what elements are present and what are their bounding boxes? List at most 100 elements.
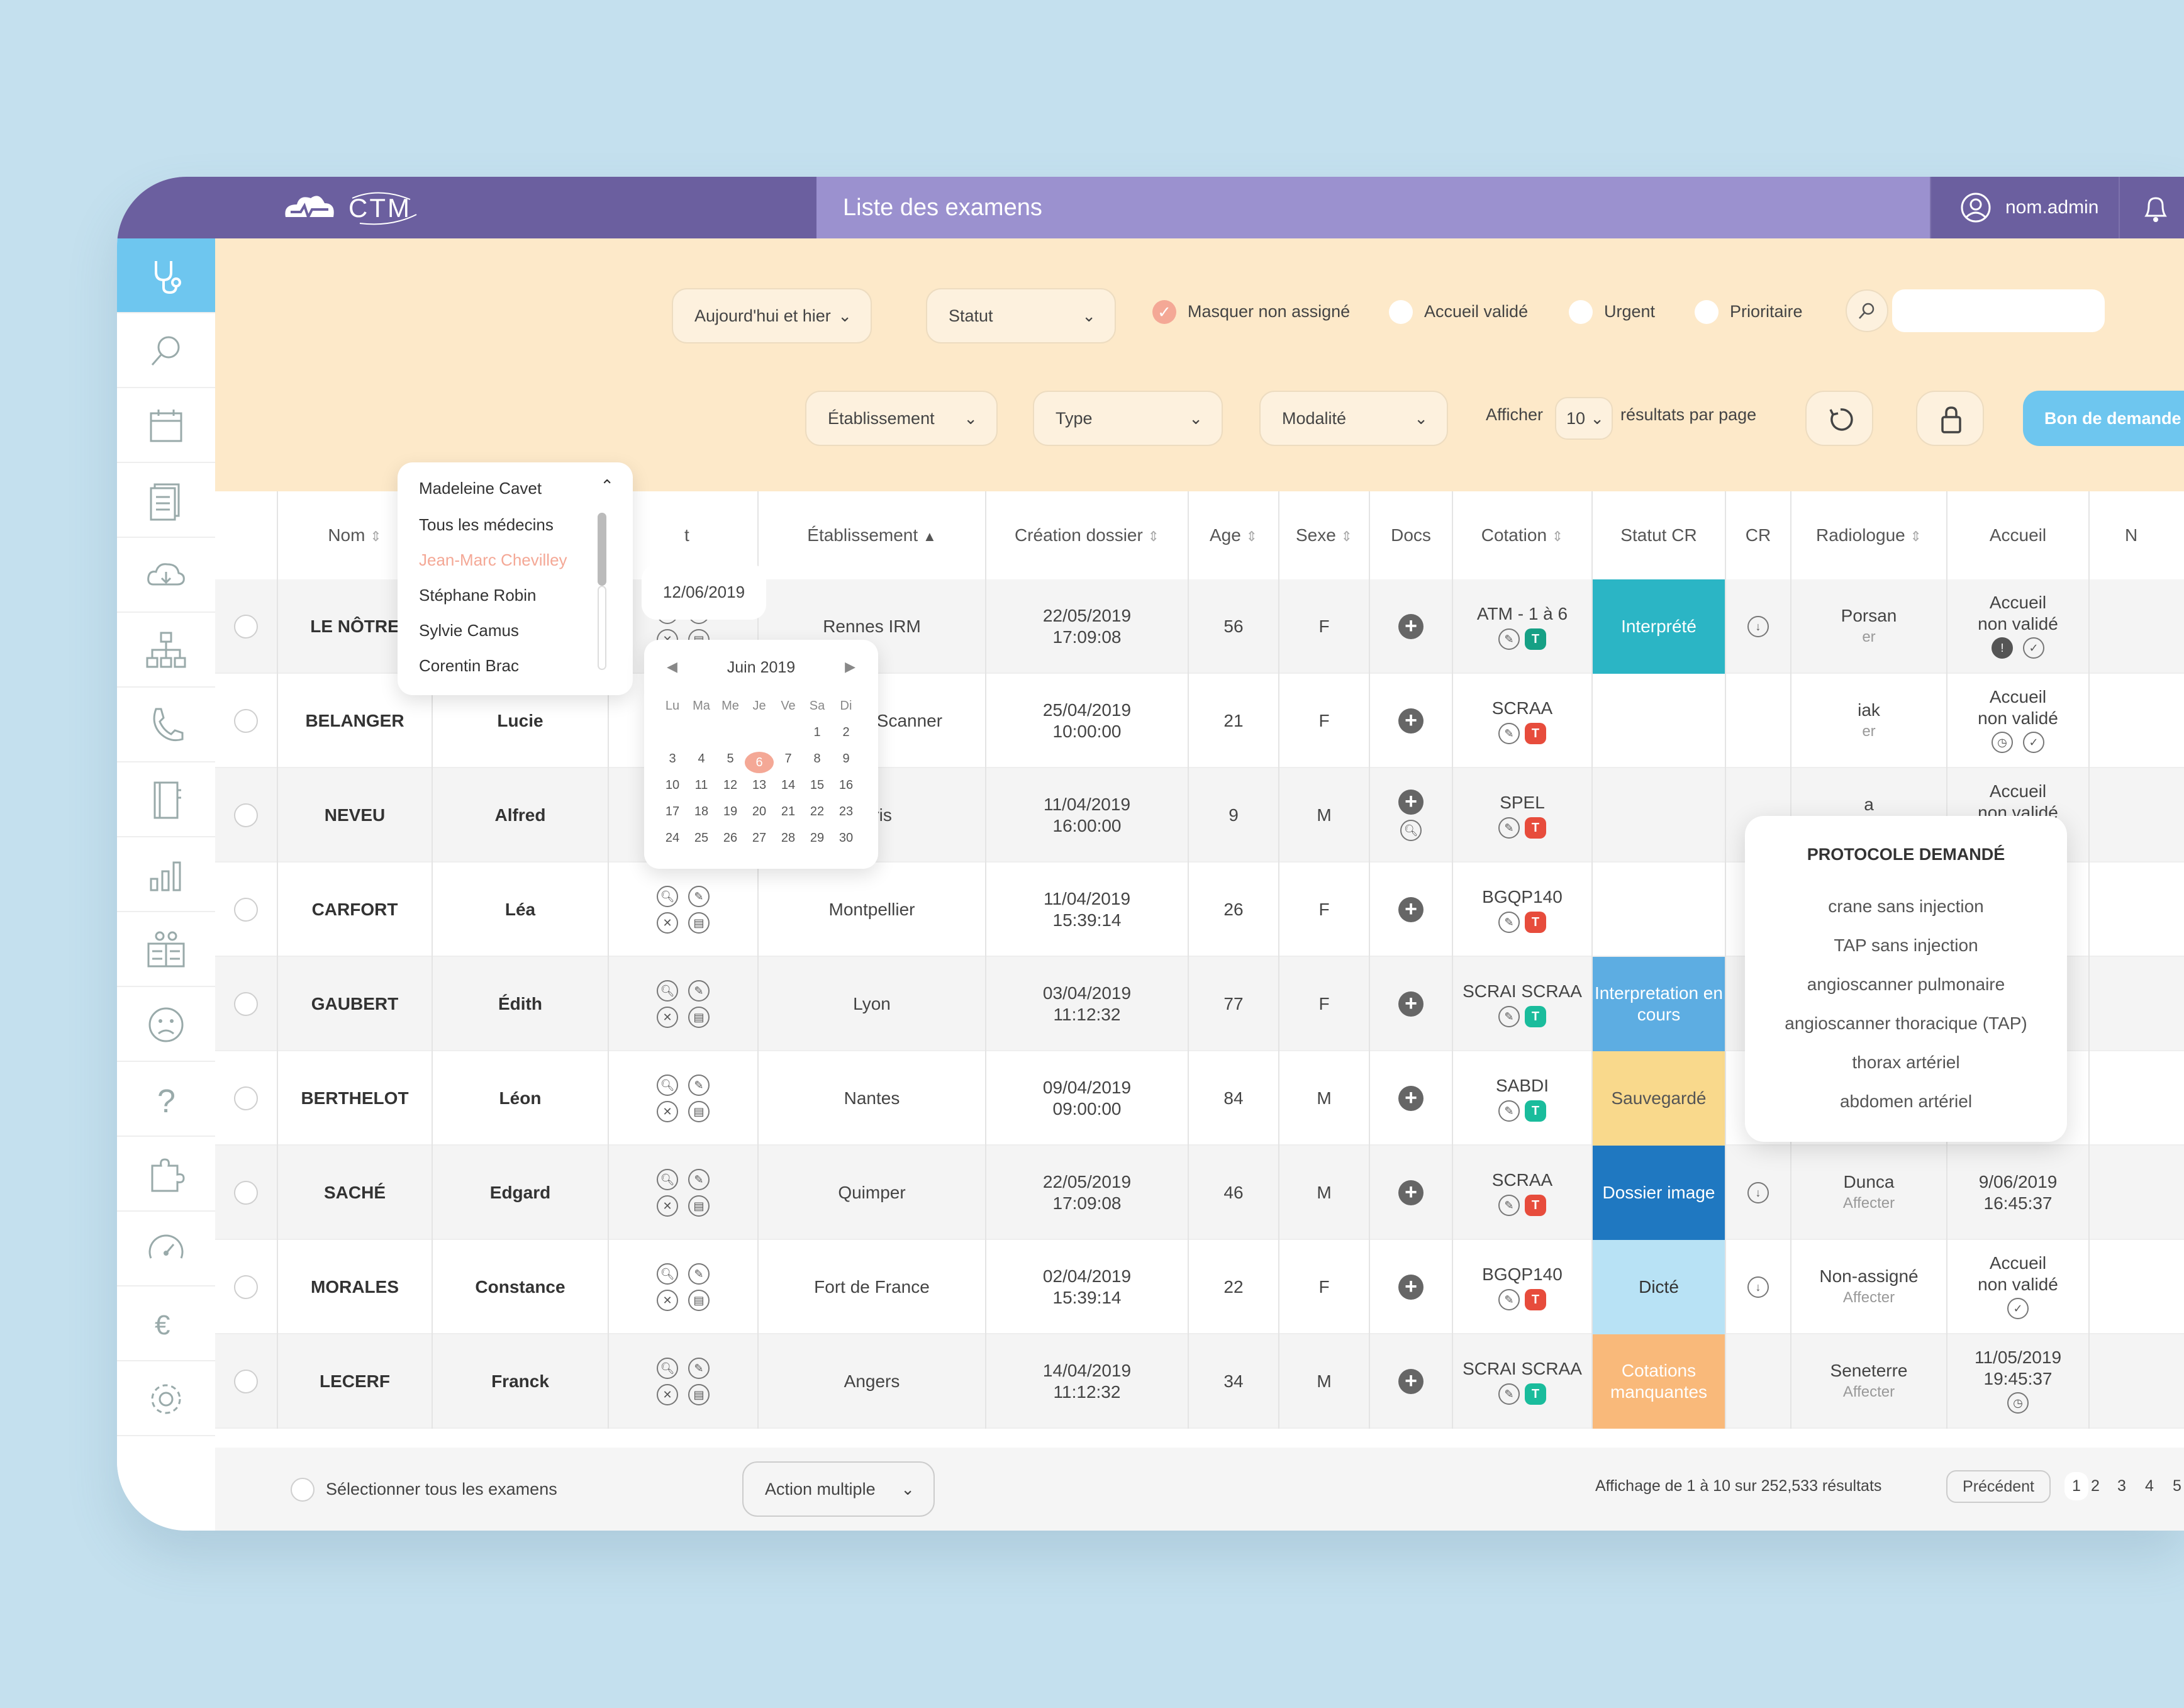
table-row[interactable]: SACHÉ Edgard 🔍︎ ✎ ✕ ▤ Quimper 22/05/2019 17… xyxy=(215,1146,2184,1240)
row-checkbox[interactable] xyxy=(234,709,258,733)
new-request-button[interactable]: Bon de demande+ xyxy=(2023,391,2184,446)
header-age[interactable]: Age ⇕ xyxy=(1189,491,1279,579)
sidebar-item-settings[interactable] xyxy=(117,1361,215,1436)
bulk-action-select[interactable]: Action multiple ⌄ xyxy=(742,1461,935,1517)
calendar-day[interactable]: 15 xyxy=(810,778,825,792)
calendar-day[interactable]: 2 xyxy=(842,725,850,739)
download-icon[interactable]: ↓ xyxy=(1747,1276,1769,1298)
sidebar-item-billing[interactable]: € xyxy=(117,1287,215,1361)
add-document-icon[interactable]: + xyxy=(1398,1275,1424,1300)
delete-icon[interactable]: ✕ xyxy=(657,1101,678,1122)
assign-link[interactable]: Affecter xyxy=(1842,1289,1895,1306)
doctor-option[interactable]: Stéphane Robin xyxy=(419,586,537,605)
sidebar-item-statistics[interactable] xyxy=(117,837,215,912)
sidebar-item-documents[interactable] xyxy=(117,463,215,538)
edit-icon[interactable]: ✎ xyxy=(688,1358,710,1379)
calendar-day-selected[interactable]: 6 xyxy=(745,752,774,773)
sidebar-item-book[interactable] xyxy=(117,762,215,837)
modality-select[interactable]: Modalité ⌄ xyxy=(1259,391,1448,446)
check-icon[interactable]: ✓ xyxy=(2007,1298,2029,1319)
calendar-day[interactable]: 18 xyxy=(694,805,709,818)
add-document-icon[interactable]: + xyxy=(1398,790,1424,815)
download-icon[interactable]: ↓ xyxy=(1747,1182,1769,1203)
header-radiologue[interactable]: Radiologue ⇕ xyxy=(1791,491,1947,579)
doctor-select-value[interactable]: Madeleine Cavet xyxy=(419,479,542,498)
calendar-day[interactable]: 8 xyxy=(813,752,821,766)
doctor-option[interactable]: Corentin Brac xyxy=(419,656,519,675)
sidebar-item-complaints[interactable] xyxy=(117,987,215,1062)
delete-icon[interactable]: ✕ xyxy=(657,1290,678,1311)
row-checkbox[interactable] xyxy=(234,992,258,1016)
header-creation[interactable]: Création dossier ⇕ xyxy=(986,491,1189,579)
sidebar-item-phone[interactable] xyxy=(117,688,215,762)
calendar-day[interactable]: 7 xyxy=(784,752,792,766)
add-document-icon[interactable]: + xyxy=(1398,897,1424,922)
sidebar-item-search[interactable] xyxy=(117,313,215,388)
page-size-select[interactable]: 10 ⌄ xyxy=(1555,397,1613,440)
search-button[interactable] xyxy=(1846,289,1888,332)
edit-icon[interactable]: ✎ xyxy=(688,1169,710,1190)
add-document-icon[interactable]: + xyxy=(1398,614,1424,639)
sidebar-item-modules[interactable] xyxy=(117,1137,215,1212)
delete-icon[interactable]: ✕ xyxy=(657,1007,678,1028)
edit-icon[interactable]: ✎ xyxy=(1498,1006,1520,1027)
check-icon[interactable]: ✓ xyxy=(2023,637,2044,659)
search-input[interactable] xyxy=(1892,289,2105,332)
edit-icon[interactable]: ✎ xyxy=(1498,723,1520,744)
edit-icon[interactable]: ✎ xyxy=(1498,1195,1520,1216)
doctor-option-highlighted[interactable]: Jean-Marc Chevilley xyxy=(419,550,567,569)
edit-icon[interactable]: ✎ xyxy=(1498,1289,1520,1310)
page-link[interactable]: 2 xyxy=(2091,1477,2100,1495)
page-link[interactable]: 4 xyxy=(2145,1477,2154,1495)
calendar-day[interactable]: 28 xyxy=(781,831,796,845)
header-sexe[interactable]: Sexe ⇕ xyxy=(1279,491,1370,579)
edit-icon[interactable]: ✎ xyxy=(688,886,710,907)
edit-icon[interactable]: ✎ xyxy=(1498,628,1520,650)
assign-link[interactable]: er xyxy=(1862,628,1876,645)
delete-icon[interactable]: ✕ xyxy=(657,1384,678,1405)
hide-unassigned-checkbox[interactable]: ✓ Masquer non assigné xyxy=(1152,298,1350,325)
view-icon[interactable]: 🔍︎ xyxy=(657,1358,678,1379)
sidebar-item-network[interactable] xyxy=(117,613,215,688)
pdf-icon[interactable]: ▤ xyxy=(688,1195,710,1217)
refresh-button[interactable] xyxy=(1805,391,1873,446)
add-document-icon[interactable]: + xyxy=(1398,991,1424,1017)
calendar-day[interactable]: 23 xyxy=(838,805,854,818)
pdf-icon[interactable]: ▤ xyxy=(688,912,710,934)
calendar-day[interactable]: 16 xyxy=(838,778,854,792)
row-checkbox[interactable] xyxy=(234,1086,258,1110)
check-icon[interactable]: ✓ xyxy=(2023,732,2044,753)
pdf-icon[interactable]: ▤ xyxy=(688,1101,710,1122)
sidebar-item-performance[interactable] xyxy=(117,1212,215,1287)
establishment-select[interactable]: Établissement ⌄ xyxy=(805,391,998,446)
row-checkbox[interactable] xyxy=(234,1181,258,1205)
pdf-icon[interactable]: ▤ xyxy=(688,1007,710,1028)
calendar-day[interactable]: 17 xyxy=(665,805,680,818)
edit-icon[interactable]: ✎ xyxy=(1498,912,1520,933)
calendar-day[interactable]: 27 xyxy=(752,831,767,845)
select-all-checkbox[interactable]: Sélectionner tous les examens xyxy=(291,1475,557,1503)
calendar-day[interactable]: 3 xyxy=(669,752,676,766)
calendar-day[interactable]: 13 xyxy=(752,778,767,792)
view-icon[interactable]: 🔍︎ xyxy=(657,1074,678,1096)
page-link[interactable]: 5 xyxy=(2173,1477,2181,1495)
previous-page-button[interactable]: Précédent xyxy=(1946,1470,2051,1503)
prev-month-icon[interactable]: ◀ xyxy=(667,659,677,674)
urgent-checkbox[interactable]: Urgent xyxy=(1569,298,1655,325)
assign-link[interactable]: er xyxy=(1862,723,1876,740)
reception-validated-checkbox[interactable]: Accueil validé xyxy=(1389,298,1528,325)
calendar-day[interactable]: 4 xyxy=(698,752,705,766)
add-document-icon[interactable]: + xyxy=(1398,708,1424,734)
lock-button[interactable] xyxy=(1916,391,1984,446)
add-document-icon[interactable]: + xyxy=(1398,1086,1424,1111)
calendar-day[interactable]: 22 xyxy=(810,805,825,818)
row-checkbox[interactable] xyxy=(234,1370,258,1393)
calendar-day[interactable]: 25 xyxy=(694,831,709,845)
edit-icon[interactable]: ✎ xyxy=(688,980,710,1002)
table-row[interactable]: MORALES Constance 🔍︎ ✎ ✕ ▤ Fort de France … xyxy=(215,1240,2184,1334)
calendar-day[interactable]: 12 xyxy=(723,778,738,792)
priority-checkbox[interactable]: Prioritaire xyxy=(1695,298,1803,325)
sidebar-item-reading[interactable] xyxy=(117,912,215,987)
view-icon[interactable]: 🔍︎ xyxy=(657,1263,678,1285)
edit-icon[interactable]: ✎ xyxy=(1498,1383,1520,1405)
